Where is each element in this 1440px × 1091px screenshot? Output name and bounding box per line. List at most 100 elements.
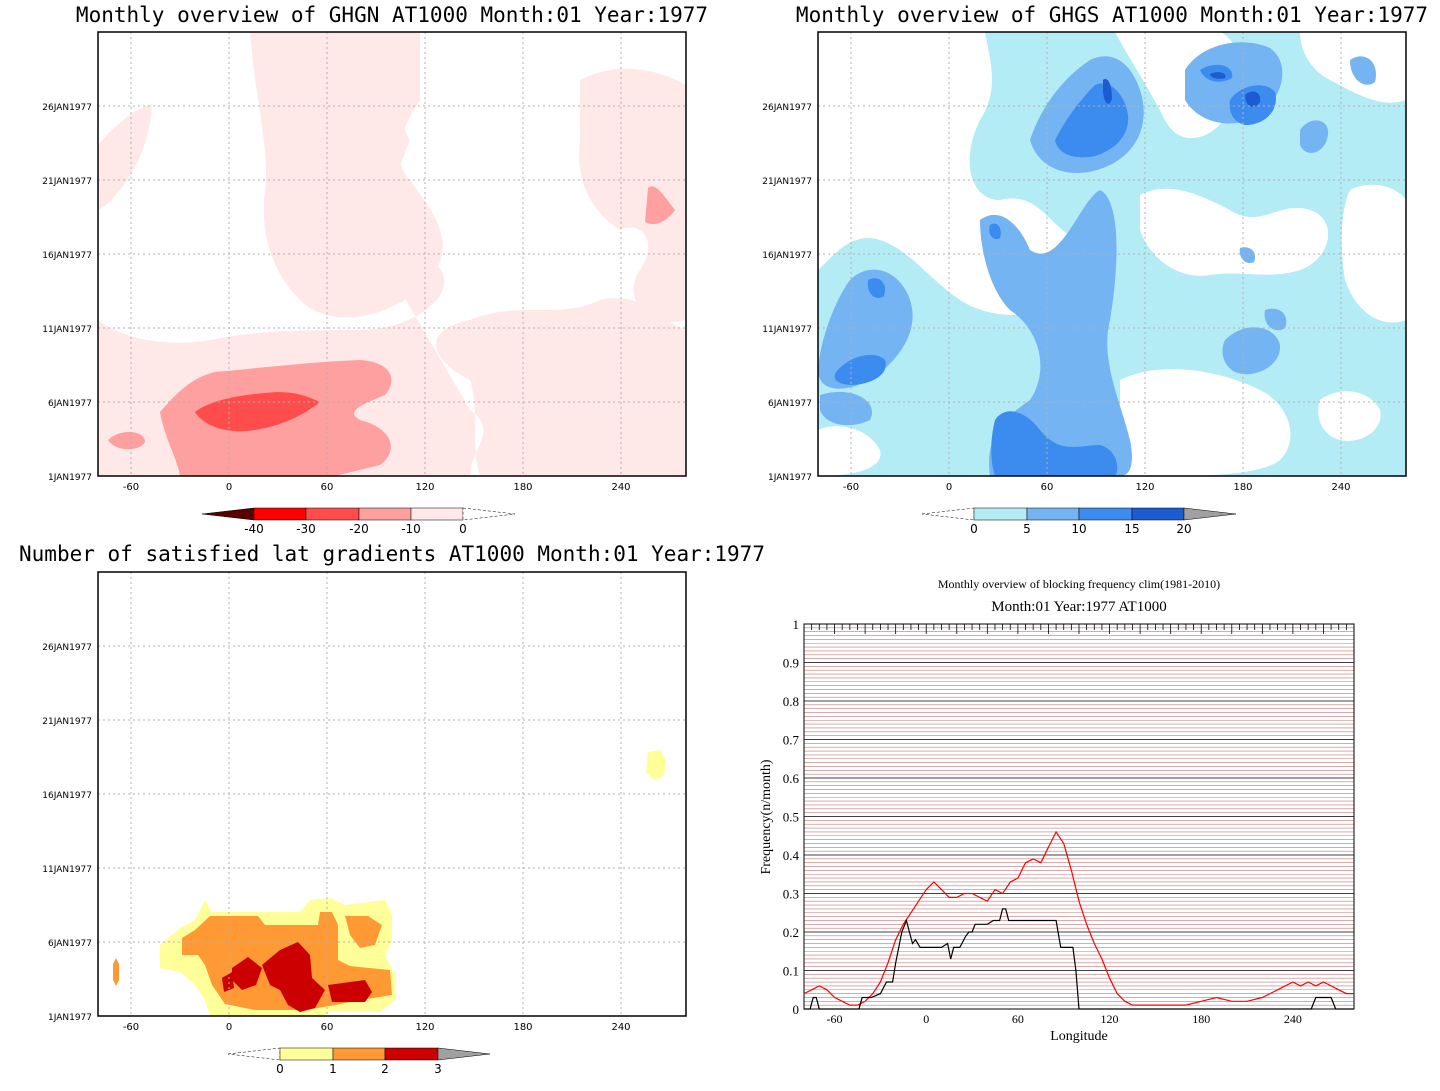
colorbar-swatch [358,507,412,521]
colorbar-triangle-high [437,1047,491,1061]
colorbar-swatch [384,1047,439,1061]
colorbar-triangle-high [1183,507,1237,521]
ghgn-contour-10-20 [645,186,675,225]
x-tick-label: 180 [513,482,532,493]
x-tick-label: 60 [1041,482,1054,493]
series-line-black [804,908,1354,1010]
colorbar-label: 3 [434,1062,442,1076]
ghgs-contour-15-20 [1210,72,1226,79]
colorbar-label: -20 [349,522,369,536]
colorbar-label: -40 [244,522,264,536]
x-tick-label: 0 [226,482,232,493]
x-tick-label: 180 [513,1022,532,1033]
gradients-contour-2-3 [232,957,262,990]
ghgs-contour-10-15 [991,411,1118,476]
x-tick-label: 180 [1233,482,1252,493]
y-tick-label: 0.6 [783,771,800,786]
gradients-plot-frame [97,571,687,1017]
colorbar-swatch [253,507,307,521]
blocking-y-ticks: 0 0.1 0.2 0.3 0.4 0.5 0.6 0.7 0.8 0.9 1 [783,617,800,1017]
ghgs-plot-frame [817,31,1407,477]
y-tick-label: 1 [793,617,800,632]
y-tick-label: 21JAN1977 [42,177,92,187]
colorbar-swatch [973,507,1028,521]
ghgn-contour-0-10 [250,32,443,318]
blocking-series [803,830,1354,1010]
gradients-gridlines [98,572,686,1016]
y-tick-label: 16JAN1977 [762,251,812,261]
colorbar-label: 0 [459,522,467,536]
colorbar-label: 2 [381,1062,389,1076]
gradients-contours [113,750,666,1016]
x-tick-label: -60 [123,1022,139,1033]
y-tick-label: 11JAN1977 [42,325,92,335]
gradients-contour-0-1 [646,750,666,780]
y-tick-label: 0.1 [783,964,799,979]
y-tick-label: 6JAN1977 [48,399,92,409]
x-tick-label: 240 [611,1022,630,1033]
x-tick-label: -60 [123,482,139,493]
colorbar-label: 5 [1023,522,1031,536]
ghgs-contour-5-10 [1264,308,1287,331]
colorbar-swatch [305,507,360,521]
ghgs-contour-below-0 [1120,369,1291,476]
x-tick-label: -60 [843,482,859,493]
ghgs-contour-below-0 [818,32,890,102]
gradients-contour-2-3 [222,972,234,992]
x-tick-label: 60 [1012,1012,1024,1026]
colorbar-swatch [279,1047,334,1061]
panel-gradients-title: Number of satisfied lat gradients AT1000… [19,542,765,566]
y-tick-label: 0 [793,1002,800,1017]
ghgs-contour-15-20 [1245,91,1261,107]
ghgn-contour-10-20 [108,431,145,450]
y-tick-label: 0.8 [783,694,799,709]
colorbar-swatch [332,1047,386,1061]
panel-blocking-title: Monthly overview of blocking frequency c… [938,577,1220,591]
ghgs-contour-5-10 [1222,327,1281,375]
y-tick-label: 21JAN1977 [762,177,812,187]
ghgn-x-ticks: -60 0 60 120 180 240 [123,482,631,493]
colorbar-label: 20 [1176,522,1191,536]
gradients-contour-1-2 [113,958,119,986]
x-tick-label: 0 [946,482,952,493]
blocking-x-axis-label: Longitude [1050,1029,1108,1044]
y-tick-label: 1JAN1977 [48,473,92,483]
ghgs-contour-below-0 [1140,188,1329,276]
y-tick-label: 16JAN1977 [42,791,92,801]
x-tick-label: 240 [611,482,630,493]
colorbar-swatch [1131,507,1185,521]
colorbar-label: -10 [401,522,421,536]
colorbar-label: 15 [1124,522,1139,536]
colorbar-swatch [1078,507,1133,521]
ghgs-contour-below-0 [920,58,943,77]
y-tick-label: 26JAN1977 [42,103,92,113]
ghgs-contour-10-15 [834,354,886,385]
ghgn-plot-frame [97,31,687,477]
blocking-minor-gridlines [804,627,1354,1006]
ghgs-contour-5-10 [820,391,872,426]
x-tick-label: 120 [415,1022,434,1033]
gradients-y-ticks: 1JAN1977 6JAN1977 11JAN1977 16JAN1977 21… [42,643,92,1023]
y-tick-label: 6JAN1977 [768,399,812,409]
ghgn-contour-0-10 [98,104,152,210]
colorbar-label: 10 [1071,522,1086,536]
x-tick-label: 180 [1192,1012,1210,1026]
y-tick-label: 0.7 [783,733,800,748]
colorbar-triangle-low [201,507,255,521]
x-tick-label: 0 [226,1022,232,1033]
x-tick-label: 120 [415,482,434,493]
ghgs-contour-5-10 [1300,120,1329,153]
ghgs-contour-below-0 [818,426,881,476]
y-tick-label: 0.3 [783,887,799,902]
colorbar-label: 0 [276,1062,284,1076]
gradients-contour-2-3 [262,942,325,1012]
ghgs-gridlines [818,32,1406,476]
ghgn-y-ticks: 1JAN1977 6JAN1977 11JAN1977 16JAN1977 21… [42,103,92,483]
y-tick-label: 0.5 [783,810,799,825]
blocking-x-ticks: -60 0 60 120 180 240 [827,1012,1302,1026]
panel-gradients: Number of satisfied lat gradients AT1000… [19,542,765,1076]
panel-ghgn-title: Monthly overview of GHGN AT1000 Month:01… [76,3,708,27]
ghgn-gridlines [98,32,686,476]
y-tick-label: 1JAN1977 [768,473,812,483]
ghgs-contour-10-15 [989,223,1001,240]
